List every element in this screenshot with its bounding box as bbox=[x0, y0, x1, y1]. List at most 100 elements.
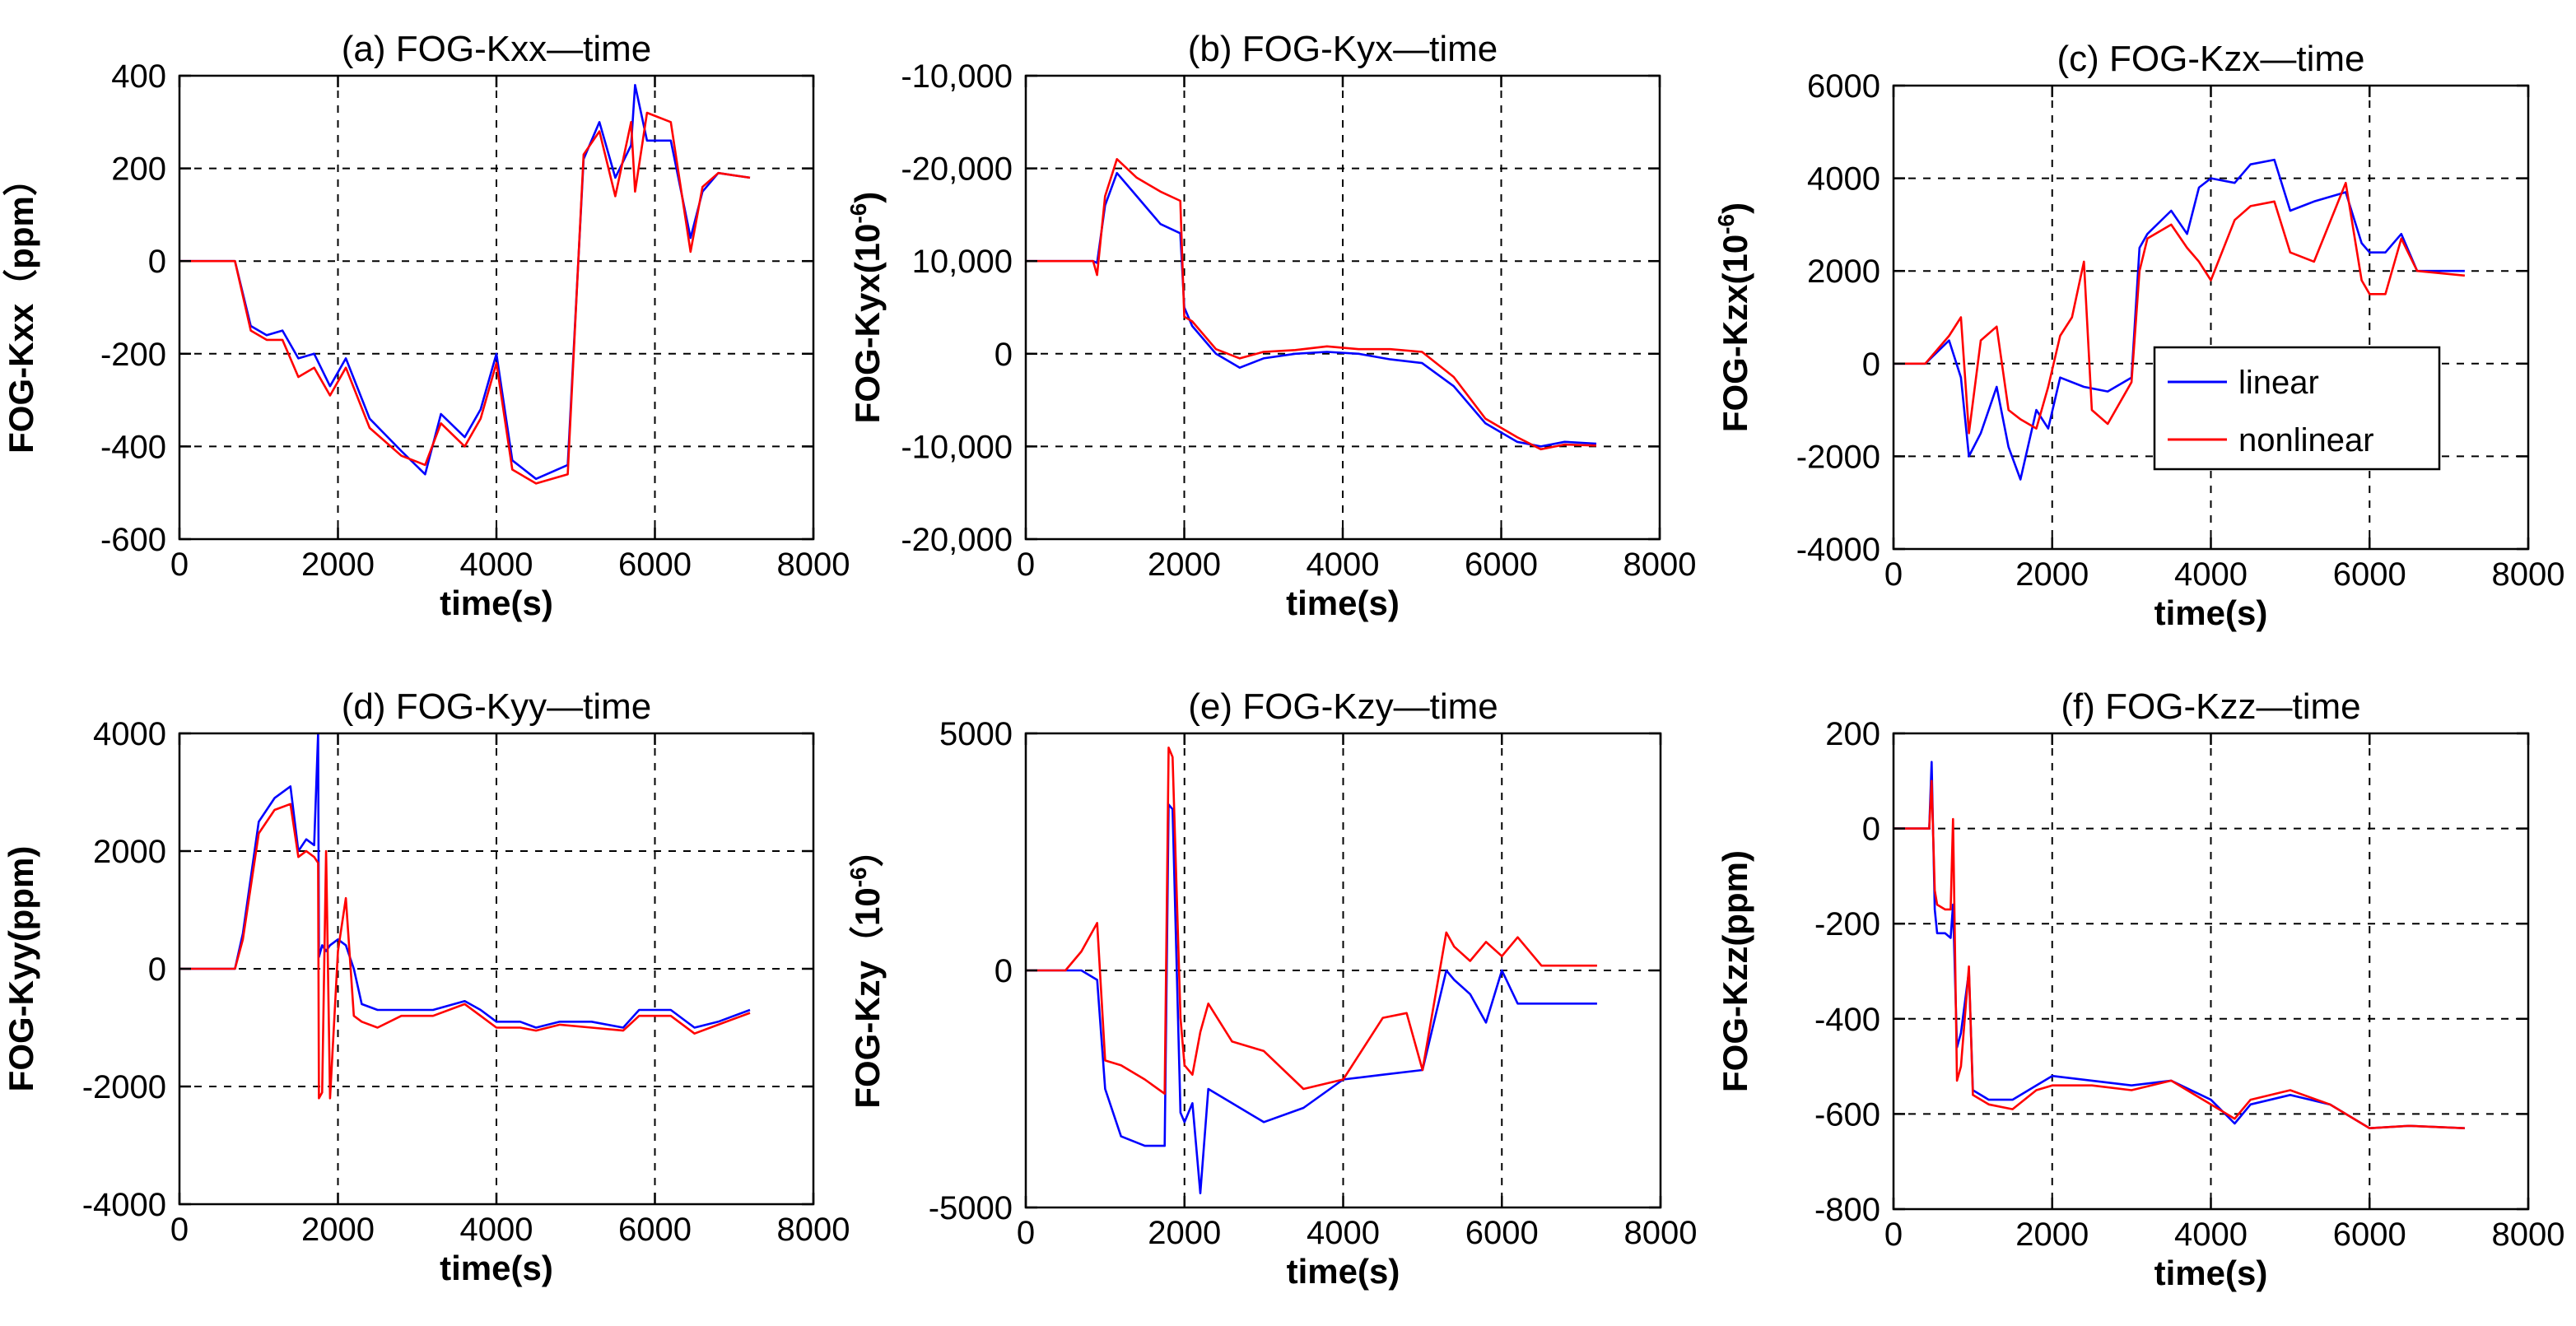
series-line-linear bbox=[179, 733, 751, 1029]
y-axis-label-exponent: -6 bbox=[1713, 214, 1739, 235]
chart-f: 0 2000 4000 6000 8000 -800 -600 -400 -200 0 200 (f)… bbox=[1716, 686, 2564, 1292]
series-line-nonlinear bbox=[179, 111, 751, 485]
x-axis-label: time(s) bbox=[2154, 593, 2268, 632]
x-tick-label: 0 bbox=[1017, 1215, 1035, 1251]
x-tick-label: 4000 bbox=[2174, 1217, 2248, 1253]
chart-d: 0 2000 4000 6000 8000 -4000 -2000 0 2000 4000 (d) … bbox=[2, 686, 850, 1287]
x-tick-label: 0 bbox=[1017, 547, 1035, 583]
x-axis-label: time(s) bbox=[440, 1249, 553, 1287]
y-tick-label: 4000 bbox=[93, 716, 166, 752]
series-line-linear bbox=[179, 84, 751, 481]
chart-c: 0 2000 4000 6000 8000 -4000 -2000 0 2000 4000 6000… bbox=[1713, 39, 2564, 632]
x-tick-label: 8000 bbox=[777, 1212, 850, 1248]
y-tick-label: -4000 bbox=[1796, 532, 1880, 568]
series-line-linear bbox=[1026, 803, 1597, 1194]
y-tick-label: -2000 bbox=[82, 1069, 166, 1105]
x-tick-label: 8000 bbox=[1624, 1215, 1698, 1251]
x-tick-label: 0 bbox=[1884, 1217, 1903, 1253]
x-tick-label: 2000 bbox=[2015, 1217, 2089, 1253]
y-tick-label: 0 bbox=[1862, 812, 1880, 848]
chart-a: 0 2000 4000 6000 8000 -600 -400 -200 0 200 400 (a) … bbox=[2, 29, 850, 622]
y-tick-label: -10,000 bbox=[901, 429, 1013, 465]
series-line-linear bbox=[1026, 171, 1597, 448]
y-axis-label-close: ) bbox=[848, 192, 887, 203]
x-tick-label: 8000 bbox=[2492, 1217, 2565, 1253]
x-tick-label: 4000 bbox=[1307, 547, 1380, 583]
y-tick-label: 200 bbox=[111, 151, 166, 188]
chart-title: (c) FOG-Kzx—time bbox=[2057, 39, 2365, 79]
y-tick-label: 200 bbox=[1825, 716, 1880, 752]
x-tick-label: 6000 bbox=[2333, 556, 2406, 593]
chart-title: (a) FOG-Kxx—time bbox=[342, 29, 651, 69]
y-axis-label: FOG-Kzz(ppm) bbox=[1716, 850, 1754, 1092]
y-tick-label: 0 bbox=[148, 244, 166, 280]
y-axis-label: FOG-Kyy(ppm) bbox=[2, 846, 40, 1092]
y-tick-label: 4000 bbox=[1807, 161, 1880, 198]
y-axis-label-close: ) bbox=[1716, 202, 1754, 214]
y-axis-label-exponent: -6 bbox=[845, 867, 871, 887]
y-tick-label: 400 bbox=[111, 58, 166, 95]
x-tick-label: 6000 bbox=[1465, 1215, 1539, 1251]
x-tick-label: 6000 bbox=[618, 1212, 692, 1248]
y-tick-label: -10,000 bbox=[901, 58, 1013, 95]
y-axis-label-close: ） bbox=[848, 832, 887, 867]
x-axis-label: time(s) bbox=[1286, 584, 1400, 622]
series-line-nonlinear bbox=[1026, 158, 1597, 451]
y-tick-label: 10,000 bbox=[912, 244, 1013, 280]
y-tick-label: -20,000 bbox=[901, 151, 1013, 188]
series-line-nonlinear bbox=[1026, 746, 1597, 1096]
x-tick-label: 0 bbox=[170, 547, 189, 583]
y-axis-label-main: FOG-Kzx(10 bbox=[1716, 235, 1754, 432]
x-tick-label: 0 bbox=[170, 1212, 189, 1248]
chart-title: (b) FOG-Kyx—time bbox=[1188, 29, 1498, 69]
y-tick-label: 0 bbox=[1862, 347, 1880, 383]
y-tick-label: 2000 bbox=[1807, 254, 1880, 290]
y-axis-label-exponent: -6 bbox=[845, 203, 871, 224]
x-tick-label: 2000 bbox=[2015, 556, 2089, 593]
x-tick-label: 6000 bbox=[1465, 547, 1538, 583]
y-axis-label: FOG-Kyx(10-6) bbox=[845, 192, 887, 424]
x-tick-label: 2000 bbox=[1148, 1215, 1221, 1251]
y-tick-label: -5000 bbox=[929, 1190, 1013, 1226]
y-tick-label: -200 bbox=[1814, 906, 1880, 942]
y-tick-label: -600 bbox=[100, 522, 166, 558]
x-tick-label: 2000 bbox=[301, 1212, 375, 1248]
x-axis-label: time(s) bbox=[1287, 1252, 1400, 1291]
x-tick-label: 4000 bbox=[1307, 1215, 1380, 1251]
y-tick-label: 5000 bbox=[939, 716, 1013, 752]
y-tick-label: -4000 bbox=[82, 1187, 166, 1223]
x-tick-label: 4000 bbox=[2174, 556, 2248, 593]
y-tick-label: 6000 bbox=[1807, 68, 1880, 105]
y-tick-label: -400 bbox=[100, 429, 166, 465]
x-tick-label: 2000 bbox=[1148, 547, 1221, 583]
y-axis-label: FOG-Kxx（ppm） bbox=[2, 161, 40, 454]
x-tick-label: 4000 bbox=[460, 1212, 533, 1248]
legend: linear nonlinear bbox=[2153, 346, 2441, 471]
x-axis-label: time(s) bbox=[2154, 1254, 2268, 1292]
plot-area bbox=[1894, 86, 2528, 549]
series-line-nonlinear bbox=[179, 803, 751, 1100]
chart-b: 0 2000 4000 6000 8000 -20,000 -10,000 0 10,000 -2… bbox=[845, 29, 1696, 622]
x-tick-label: 0 bbox=[1884, 556, 1903, 593]
series-line-linear bbox=[1894, 158, 2465, 481]
x-tick-label: 6000 bbox=[2333, 1217, 2406, 1253]
y-tick-label: 0 bbox=[995, 337, 1013, 373]
y-axis-label: FOG-Kzy（10-6） bbox=[845, 832, 887, 1108]
legend-label-nonlinear: nonlinear bbox=[2238, 422, 2374, 458]
y-tick-label: -20,000 bbox=[901, 522, 1013, 558]
x-tick-label: 8000 bbox=[1623, 547, 1697, 583]
x-tick-label: 6000 bbox=[618, 547, 692, 583]
x-tick-label: 8000 bbox=[2492, 556, 2565, 593]
plot-area bbox=[1026, 76, 1660, 539]
x-tick-label: 4000 bbox=[460, 547, 533, 583]
y-tick-label: 2000 bbox=[93, 834, 166, 870]
legend-label-linear: linear bbox=[2238, 365, 2319, 401]
chart-title: (f) FOG-Kzz—time bbox=[2061, 686, 2360, 727]
chart-title: (d) FOG-Kyy—time bbox=[342, 686, 651, 727]
y-tick-label: 0 bbox=[995, 953, 1013, 989]
series-line-nonlinear bbox=[1894, 181, 2466, 435]
y-axis-label: FOG-Kzx(10-6) bbox=[1713, 202, 1754, 432]
legend-box bbox=[2153, 346, 2441, 471]
